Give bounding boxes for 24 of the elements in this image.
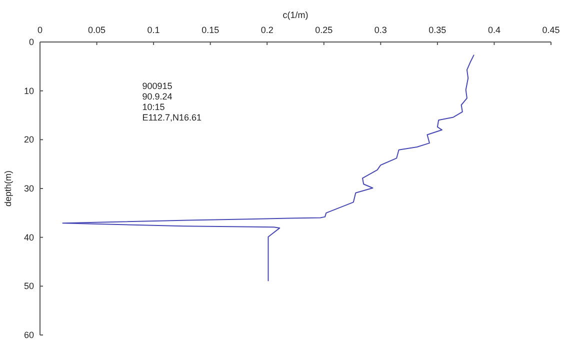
- y-axis-title: depth(m): [3, 170, 13, 207]
- y-tick-label: 10: [24, 86, 34, 96]
- annotation: 90.9.24: [142, 92, 172, 102]
- y-tick-label: 50: [24, 281, 34, 292]
- x-tick-label: 0.4: [488, 25, 500, 35]
- x-tick-label: 0.15: [202, 25, 220, 35]
- annotation: 10:15: [142, 102, 165, 112]
- annotation: E112.7,N16.61: [142, 112, 202, 122]
- x-tick-label: 0.2: [260, 25, 274, 35]
- x-tick-label: 0.35: [428, 25, 446, 35]
- x-axis-title: c(1/m): [282, 10, 308, 20]
- x-tick-label: 0.25: [315, 25, 333, 35]
- x-tick-label: 0.1: [147, 25, 160, 35]
- annotation: 900915: [142, 81, 172, 91]
- y-tick-label: 60: [24, 330, 34, 340]
- x-tick-label: 0: [37, 25, 43, 35]
- x-tick-label: 0.3: [374, 25, 387, 35]
- y-tick-label: 40: [24, 232, 34, 242]
- x-tick-label: 0.45: [542, 25, 560, 35]
- y-tick-label: 20: [24, 134, 34, 145]
- line-series: [62, 54, 474, 282]
- y-tick-label: 30: [24, 184, 34, 194]
- x-tick-label: 0.05: [88, 25, 106, 35]
- y-tick-label: 0: [28, 37, 34, 47]
